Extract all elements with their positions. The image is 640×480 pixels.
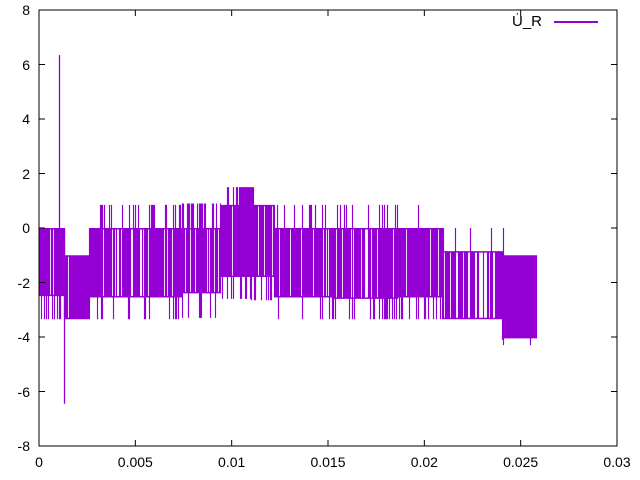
- x-tick-label: 0.02: [410, 454, 438, 470]
- pwm-waveform: [38, 54, 538, 404]
- x-tick-label: 0.01: [218, 454, 246, 470]
- legend-series-label: U̇_R: [511, 13, 542, 30]
- x-tick-label: 0.03: [603, 454, 631, 470]
- x-tick-label: 0.005: [117, 454, 153, 470]
- y-tick-label: -2: [17, 274, 30, 291]
- y-tick-label: 2: [22, 165, 30, 182]
- x-tick-label: 0.015: [310, 454, 346, 470]
- y-tick-label: -8: [17, 438, 30, 454]
- y-tick-label: 8: [22, 2, 30, 18]
- y-tick-label: -6: [17, 383, 30, 400]
- legend: U̇_R: [512, 13, 598, 30]
- y-tick-label: 0: [22, 220, 30, 236]
- legend-line-sample-icon: [554, 20, 598, 23]
- y-tick-label: 6: [22, 56, 30, 73]
- plot-axes: [38, 9, 618, 447]
- x-tick-label: 0.025: [503, 454, 539, 470]
- x-tick-label: 0: [35, 454, 43, 470]
- y-tick-label: 4: [22, 111, 30, 127]
- y-tick-label: -4: [17, 329, 30, 345]
